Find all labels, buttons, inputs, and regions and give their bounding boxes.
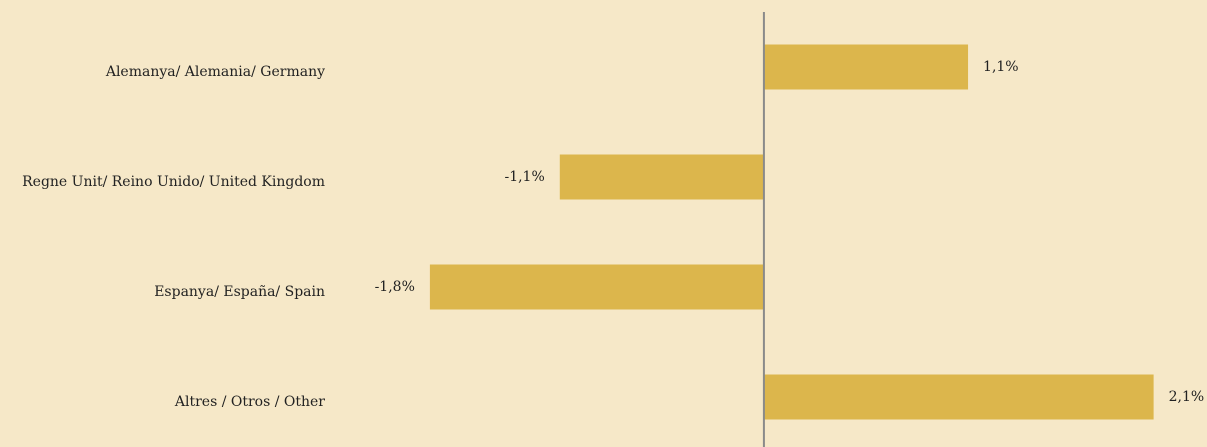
bar — [559, 154, 764, 200]
value-label: -1,8% — [375, 279, 415, 295]
category-label: Alemanya/ Alemania/ Germany — [105, 64, 325, 80]
value-label: -1,1% — [504, 169, 544, 185]
category-label: Altres / Otros / Other — [174, 394, 325, 410]
value-label: 1,1% — [983, 59, 1019, 75]
category-label: Espanya/ España/ Spain — [154, 284, 325, 300]
bar — [429, 264, 764, 310]
bar — [763, 44, 969, 90]
value-label: 2,1% — [1169, 389, 1205, 405]
category-label: Regne Unit/ Reino Unido/ United Kingdom — [22, 174, 325, 190]
bar — [763, 374, 1154, 420]
